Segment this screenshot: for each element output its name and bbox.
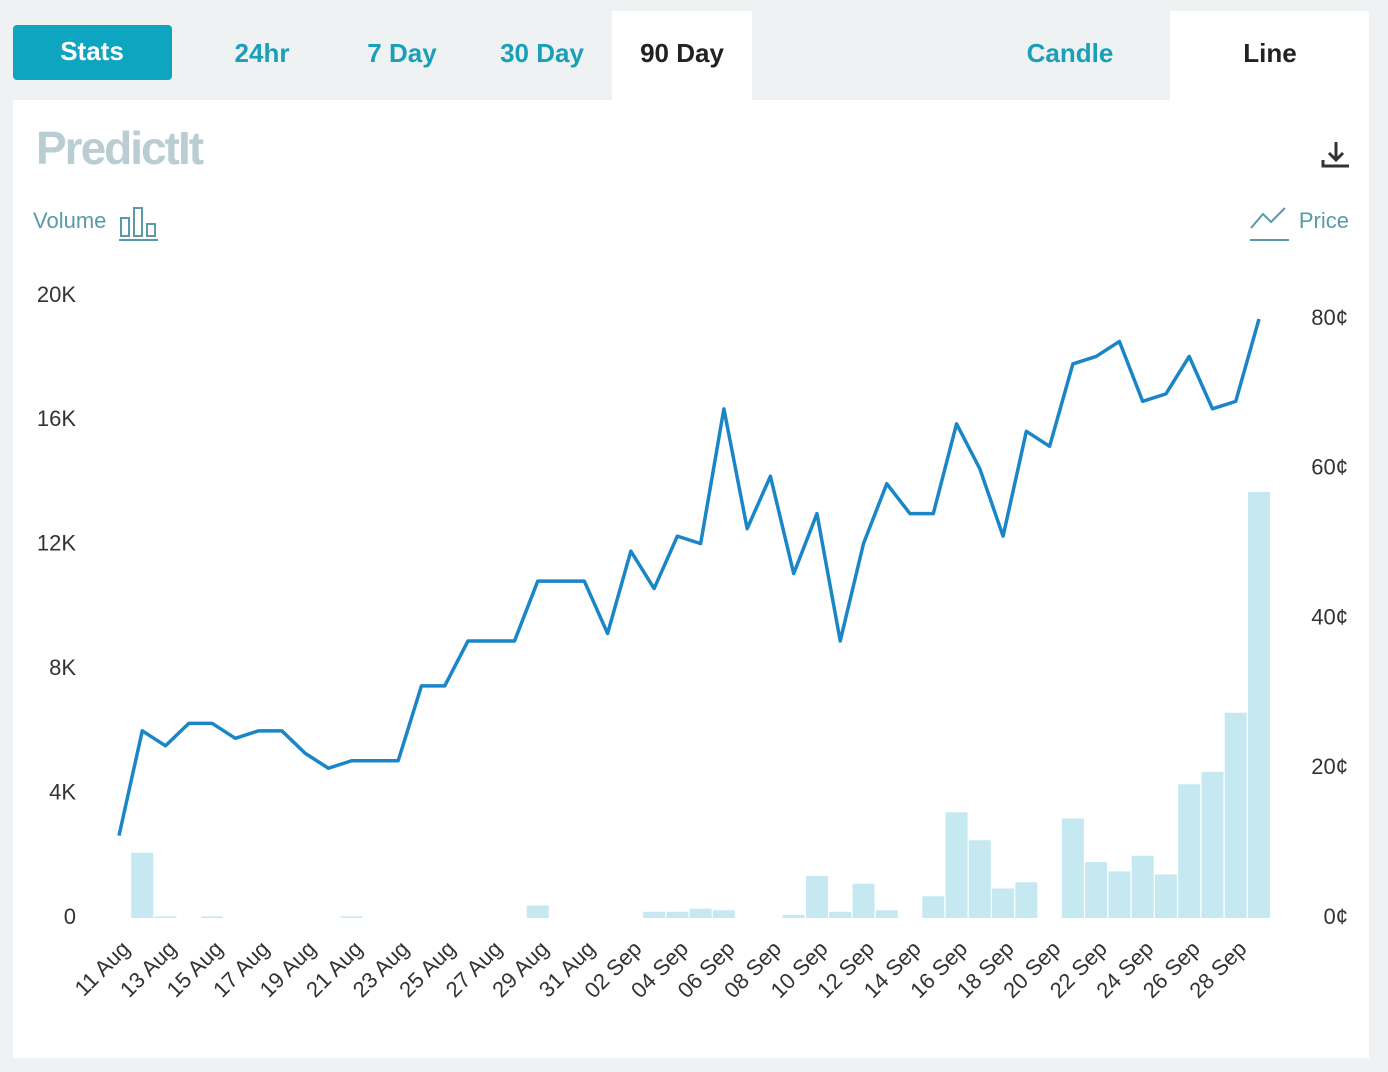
y2-tick-label: 80¢ bbox=[1311, 305, 1348, 330]
mode-label[interactable]: Line bbox=[1243, 38, 1296, 68]
volume-bar bbox=[945, 812, 968, 918]
volume-bar bbox=[1015, 882, 1038, 918]
active-tab[interactable] bbox=[612, 11, 752, 103]
volume-bar bbox=[1224, 712, 1247, 918]
y2-tick-label: 60¢ bbox=[1311, 455, 1348, 480]
volume-bar bbox=[643, 911, 666, 918]
volume-bar bbox=[922, 896, 945, 918]
volume-bar bbox=[1248, 491, 1270, 918]
y2-tick-label: 0¢ bbox=[1324, 904, 1348, 929]
volume-bar bbox=[992, 888, 1015, 918]
volume-bar bbox=[201, 916, 224, 918]
y-tick-label: 4K bbox=[49, 779, 76, 804]
volume-bar bbox=[666, 911, 689, 918]
tab-label[interactable]: 90 Day bbox=[640, 38, 724, 68]
legend-volume: Volume bbox=[33, 208, 106, 233]
volume-bar bbox=[852, 883, 875, 918]
y-tick-label: 0 bbox=[64, 904, 76, 929]
volume-bar bbox=[340, 916, 363, 918]
volume-bar bbox=[1154, 874, 1177, 918]
stats-button[interactable] bbox=[13, 25, 172, 80]
y-tick-label: 8K bbox=[49, 655, 76, 680]
volume-bar bbox=[1061, 818, 1084, 918]
volume-bar bbox=[1085, 862, 1108, 918]
download-icon[interactable] bbox=[1321, 142, 1349, 168]
volume-bar bbox=[805, 876, 828, 918]
volume-bar bbox=[1108, 871, 1131, 918]
y-tick-label: 20K bbox=[37, 282, 76, 307]
tab-label[interactable]: 24hr bbox=[235, 38, 290, 68]
volume-bar bbox=[875, 910, 898, 918]
legend-price: Price bbox=[1299, 208, 1349, 233]
y-tick-label: 12K bbox=[37, 531, 76, 556]
volume-bar bbox=[154, 916, 177, 918]
volume-bar bbox=[1131, 855, 1154, 918]
volume-bar bbox=[968, 840, 991, 918]
mode-label[interactable]: Candle bbox=[1027, 38, 1114, 68]
volume-bar bbox=[712, 910, 735, 918]
volume-bar bbox=[782, 914, 805, 918]
tab-label[interactable]: 7 Day bbox=[367, 38, 437, 68]
tab-label[interactable]: Stats bbox=[60, 36, 124, 66]
volume-bar bbox=[526, 905, 549, 918]
volume-bar bbox=[131, 852, 154, 918]
active-mode[interactable] bbox=[1170, 11, 1369, 103]
y-tick-label: 16K bbox=[37, 406, 76, 431]
volume-bar bbox=[1201, 771, 1224, 918]
price-icon bbox=[1250, 207, 1289, 241]
volume-bar bbox=[689, 908, 712, 918]
volume-bar bbox=[1178, 784, 1201, 918]
tab-label[interactable]: 30 Day bbox=[500, 38, 584, 68]
y2-tick-label: 20¢ bbox=[1311, 754, 1348, 779]
volume-bar bbox=[829, 911, 852, 918]
y2-tick-label: 40¢ bbox=[1311, 604, 1348, 629]
logo: PredictIt bbox=[36, 122, 204, 174]
price-line bbox=[117, 318, 1261, 837]
volume-icon bbox=[119, 207, 158, 241]
